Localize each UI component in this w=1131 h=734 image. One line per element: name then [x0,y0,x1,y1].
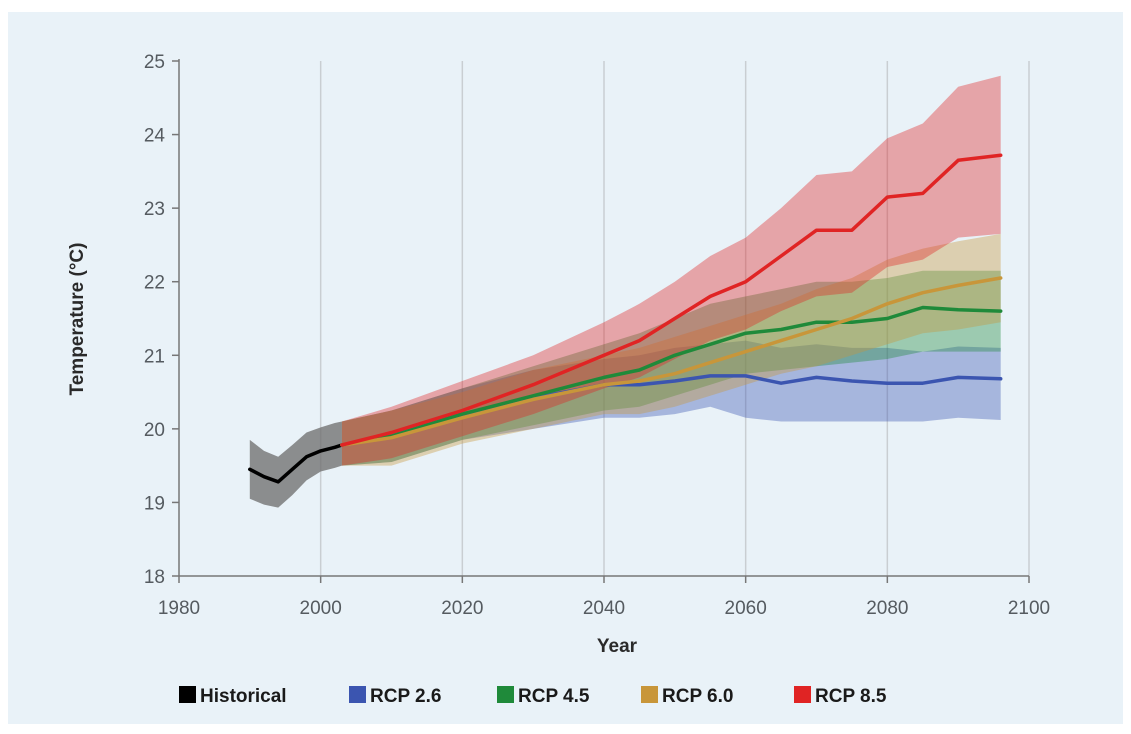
legend-label: RCP 4.5 [518,686,590,707]
grid [319,61,1030,576]
legend-item-rcp-8-5: RCP 8.5 [794,686,887,707]
x-tick-labels: 1980 2000 2020 2040 2060 2080 2100 [158,598,1050,619]
legend: Historical RCP 2.6 RCP 4.5 RCP 6.0 RCP 8.5 [179,686,887,707]
legend-item-rcp-2-6: RCP 2.6 [349,686,441,707]
band-rcp-8-5 [341,75,1001,466]
legend-swatch [497,686,514,703]
legend-item-historical: Historical [179,686,287,707]
x-tick-label: 2000 [300,598,342,619]
y-tick-label: 18 [144,567,165,588]
x-tick-label: 2020 [441,598,483,619]
y-tick-label: 20 [144,420,165,441]
x-tick-label: 2080 [866,598,908,619]
legend-label: Historical [200,686,287,707]
x-tick-label: 2040 [583,598,625,619]
line-rcp-8-5 [340,153,1003,447]
y-tick-labels: 18 19 20 21 22 23 24 25 [144,52,166,588]
y-tick-label: 19 [144,493,165,514]
legend-swatch [641,686,658,703]
y-tick-label: 22 [144,273,165,294]
band-rcp-2-6 [341,340,1001,466]
y-tick-label: 25 [144,52,165,73]
line-historical [248,443,344,484]
legend-label: RCP 8.5 [815,686,887,707]
y-axis-title: Temperature (°C) [67,243,88,396]
y-tick-label: 23 [144,199,165,220]
axes [172,59,1030,583]
legend-swatch [794,686,811,703]
x-tick-label: 1980 [158,598,200,619]
legend-label: RCP 6.0 [662,686,733,707]
band-rcp-4-5 [341,270,1001,466]
line-rcp-6-0 [340,276,1003,447]
x-tick-label: 2060 [725,598,767,619]
x-tick-label: 2100 [1008,598,1050,619]
y-tick-label: 21 [144,346,165,367]
x-axis-title: Year [597,636,638,657]
line-rcp-4-5 [340,305,1003,447]
legend-item-rcp-6-0: RCP 6.0 [641,686,733,707]
legend-swatch [349,686,366,703]
legend-swatch [179,686,196,703]
y-tick-label: 24 [144,126,166,147]
series-lines [248,153,1003,484]
legend-label: RCP 2.6 [370,686,441,707]
chart-panel [8,12,1123,724]
legend-item-rcp-4-5: RCP 4.5 [497,686,590,707]
